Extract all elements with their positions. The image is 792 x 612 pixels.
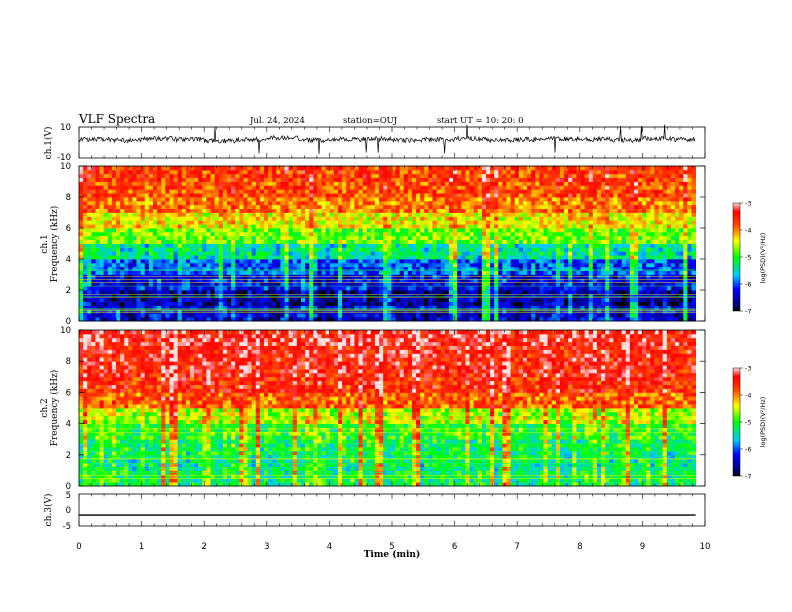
ch1-waveform-ylabel: ch.1(V) xyxy=(43,127,54,160)
ch1-colorbar xyxy=(732,202,741,312)
ch2-cbtick-4: -7 xyxy=(745,473,751,481)
xtick-3: 3 xyxy=(264,542,269,552)
start-time-label: start UT = 10: 20: 0 xyxy=(437,116,524,126)
ch1-spectrogram-ylabel-channel: ch.1 xyxy=(40,234,50,253)
station-label: station=OUJ xyxy=(343,116,398,126)
figure-title: VLF Spectra xyxy=(78,112,155,126)
ch1-cbtick-3: -6 xyxy=(745,281,751,289)
ch3-waveform-panel: 5 0 -5 ch.3(V) 0 1 2 3 4 5 6 7 8 9 10 Time (min) xyxy=(43,127,710,560)
x-axis-label: Time (min) xyxy=(364,549,421,560)
ch3-ytick-bottom: -5 xyxy=(63,522,71,532)
ch1-cbtick-4: -7 xyxy=(745,308,751,316)
ch2-ytick-0: 0 xyxy=(66,482,71,492)
ch1-ytick-2: 4 xyxy=(66,255,71,265)
xtick-4: 4 xyxy=(327,542,332,552)
ch1-ytick-4: 8 xyxy=(66,193,71,203)
ch1-spectrogram-image xyxy=(79,166,697,322)
ch3-waveform-ylabel: ch.3(V) xyxy=(43,494,54,527)
ch1-waveform-panel: 10 -10 ch.1(V) xyxy=(43,123,706,163)
ch2-ytick-4: 8 xyxy=(66,357,71,367)
ch2-cbtick-1: -4 xyxy=(745,392,751,400)
ch2-cbtick-0: -3 xyxy=(745,365,751,373)
xtick-6: 6 xyxy=(452,542,457,552)
ch2-ytick-1: 2 xyxy=(66,451,71,461)
xtick-0: 0 xyxy=(76,542,81,552)
xtick-10: 10 xyxy=(700,542,711,552)
ch2-spectrogram-image xyxy=(79,330,697,487)
xtick-9: 9 xyxy=(640,542,645,552)
ch2-cbtick-2: -5 xyxy=(745,419,751,427)
ch2-ytick-5: 10 xyxy=(60,326,71,336)
ch1-colorbar-label: log(PSD)(V²/Hz) xyxy=(759,233,767,284)
ch1-ytick-bottom: -10 xyxy=(57,153,71,163)
ch3-ytick-top: 5 xyxy=(66,491,71,501)
ch1-ytick-1: 2 xyxy=(66,286,71,296)
xtick-8: 8 xyxy=(577,542,582,552)
ch3-ytick-mid: 0 xyxy=(66,506,71,516)
ch2-cbtick-3: -6 xyxy=(745,446,751,454)
ch2-spectrogram-ylabel-frequency: Frequency (kHz) xyxy=(49,370,60,447)
ch1-waveform-line xyxy=(78,124,696,155)
ch1-cbtick-1: -4 xyxy=(745,227,751,235)
date-label: Jul. 24, 2024 xyxy=(249,116,305,126)
xtick-2: 2 xyxy=(201,542,206,552)
xtick-7: 7 xyxy=(514,542,519,552)
xtick-5: 5 xyxy=(389,542,394,552)
ch1-cbtick-0: -3 xyxy=(745,200,751,208)
ch2-colorbar-label: log(PSD)(V²/Hz) xyxy=(759,397,767,448)
ch1-ytick-0: 0 xyxy=(66,317,71,327)
ch1-cbtick-2: -5 xyxy=(745,254,751,262)
ch1-ytick-3: 6 xyxy=(66,224,71,234)
ch2-spectrogram-ylabel-channel: ch.2 xyxy=(40,398,50,417)
ch2-ytick-3: 6 xyxy=(66,388,71,398)
ch1-ytick-5: 10 xyxy=(60,162,71,172)
ch2-ytick-2: 4 xyxy=(66,420,71,430)
xtick-1: 1 xyxy=(139,542,144,552)
ch2-colorbar xyxy=(732,367,741,477)
ch1-ytick-top: 10 xyxy=(60,123,71,133)
ch1-spectrogram-ylabel-frequency: Frequency (kHz) xyxy=(49,206,60,283)
